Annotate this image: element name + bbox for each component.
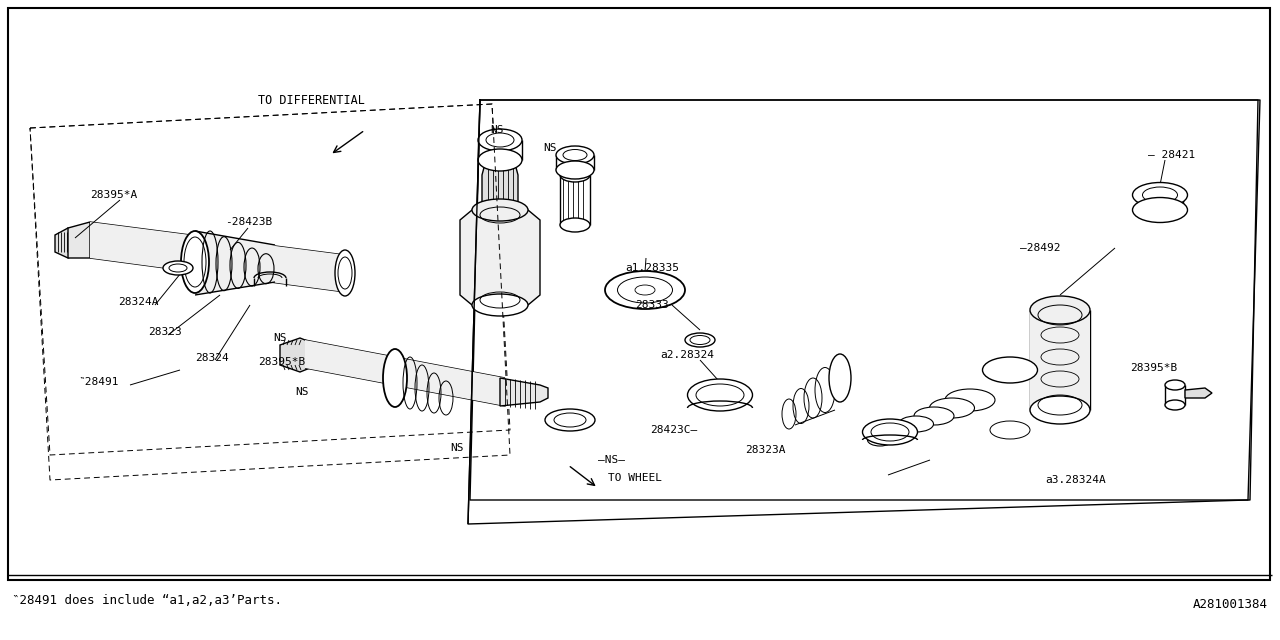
Ellipse shape: [1133, 198, 1188, 223]
Ellipse shape: [554, 413, 586, 427]
Ellipse shape: [883, 425, 913, 439]
Text: ‶28491 does include “a1,a2,a3’Parts.: ‶28491 does include “a1,a2,a3’Parts.: [12, 593, 282, 607]
Polygon shape: [1030, 310, 1091, 410]
Text: NS: NS: [543, 143, 557, 153]
Ellipse shape: [914, 407, 954, 425]
Ellipse shape: [1165, 380, 1185, 390]
Text: A281001384: A281001384: [1193, 598, 1268, 611]
Ellipse shape: [899, 416, 933, 432]
Ellipse shape: [863, 419, 918, 445]
Text: 28323: 28323: [148, 327, 182, 337]
Ellipse shape: [335, 250, 355, 296]
Polygon shape: [460, 210, 540, 305]
Ellipse shape: [477, 149, 522, 171]
Text: 28324A: 28324A: [118, 297, 159, 307]
Ellipse shape: [561, 218, 590, 232]
Text: 28395*A: 28395*A: [90, 190, 137, 200]
Text: TO DIFFERENTIAL: TO DIFFERENTIAL: [259, 93, 365, 106]
Polygon shape: [195, 231, 275, 295]
Text: 28395*B: 28395*B: [1130, 363, 1178, 373]
Ellipse shape: [945, 389, 995, 411]
Polygon shape: [280, 338, 310, 372]
Text: —28492: —28492: [1020, 243, 1061, 253]
Ellipse shape: [486, 133, 515, 147]
Text: 28323A: 28323A: [745, 445, 786, 455]
Polygon shape: [55, 228, 78, 258]
Polygon shape: [500, 378, 548, 406]
Ellipse shape: [868, 434, 892, 446]
Polygon shape: [1185, 388, 1212, 398]
Ellipse shape: [561, 168, 590, 182]
Ellipse shape: [1030, 396, 1091, 424]
Ellipse shape: [472, 294, 529, 316]
Ellipse shape: [696, 384, 744, 406]
Polygon shape: [305, 340, 506, 406]
Text: — 28421: — 28421: [1148, 150, 1196, 160]
Text: a2.28324: a2.28324: [660, 350, 714, 360]
Ellipse shape: [472, 199, 529, 221]
Text: ‶28491: ‶28491: [78, 377, 119, 387]
Ellipse shape: [870, 423, 909, 441]
Ellipse shape: [685, 333, 716, 347]
Text: —NS—: —NS—: [598, 455, 625, 465]
Ellipse shape: [1030, 296, 1091, 324]
Ellipse shape: [617, 277, 672, 303]
Ellipse shape: [477, 129, 522, 151]
Text: -28423B: -28423B: [225, 217, 273, 227]
Ellipse shape: [1143, 187, 1178, 203]
Text: NS: NS: [451, 443, 463, 453]
Polygon shape: [90, 222, 346, 292]
Text: NS: NS: [273, 333, 287, 343]
Ellipse shape: [690, 335, 710, 344]
Ellipse shape: [180, 231, 209, 293]
Ellipse shape: [929, 398, 974, 418]
Text: NS: NS: [490, 125, 503, 135]
Ellipse shape: [556, 146, 594, 164]
Ellipse shape: [1165, 400, 1185, 410]
Text: a1.28335: a1.28335: [625, 263, 678, 273]
Text: 28395*B: 28395*B: [259, 357, 305, 367]
Ellipse shape: [563, 150, 588, 161]
Polygon shape: [483, 160, 518, 215]
Ellipse shape: [383, 349, 407, 407]
Ellipse shape: [1133, 182, 1188, 207]
Text: NS: NS: [294, 387, 308, 397]
Text: 28423C—: 28423C—: [650, 425, 698, 435]
Bar: [8, 8, 1270, 580]
Text: TO WHEEL: TO WHEEL: [608, 473, 662, 483]
Ellipse shape: [545, 409, 595, 431]
Ellipse shape: [605, 271, 685, 309]
Text: 28324: 28324: [195, 353, 229, 363]
Ellipse shape: [983, 357, 1038, 383]
Polygon shape: [68, 222, 90, 258]
Ellipse shape: [163, 261, 193, 275]
Ellipse shape: [829, 354, 851, 402]
Text: 28333: 28333: [635, 300, 668, 310]
Ellipse shape: [169, 264, 187, 272]
Ellipse shape: [556, 161, 594, 179]
Ellipse shape: [687, 379, 753, 411]
Text: a3.28324A: a3.28324A: [1044, 475, 1106, 485]
